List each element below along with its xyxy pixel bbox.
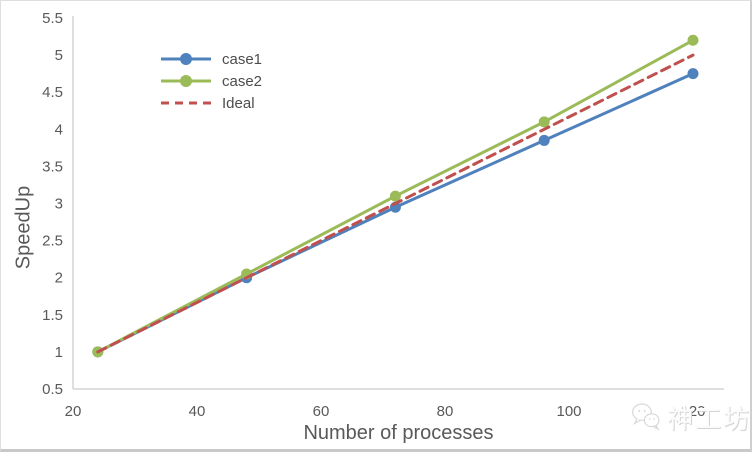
- svg-text:60: 60: [313, 403, 330, 420]
- svg-text:0.5: 0.5: [42, 381, 63, 398]
- x-axis-title: Number of processes: [303, 422, 494, 444]
- svg-text:100: 100: [556, 403, 581, 420]
- legend-item-case2: case2: [161, 70, 262, 92]
- svg-text:1.5: 1.5: [42, 307, 63, 324]
- watermark-text: 神工坊: [666, 403, 751, 434]
- svg-text:40: 40: [189, 403, 206, 420]
- watermark: 神工坊: [629, 393, 751, 441]
- legend: case1 case2 Ideal: [161, 48, 262, 114]
- legend-line-sample-icon: [161, 74, 211, 88]
- svg-text:2: 2: [55, 270, 63, 287]
- svg-text:3: 3: [55, 196, 63, 213]
- legend-label: case2: [222, 72, 263, 90]
- legend-line-sample-icon: [161, 52, 211, 66]
- wechat-icon: [632, 403, 660, 431]
- legend-label: Ideal: [222, 94, 255, 112]
- svg-text:4: 4: [55, 121, 63, 138]
- svg-text:120: 120: [680, 403, 705, 420]
- svg-text:4.5: 4.5: [42, 84, 63, 101]
- svg-text:2.5: 2.5: [42, 233, 63, 250]
- legend-label: case1: [222, 50, 263, 68]
- legend-item-case1: case1: [161, 48, 262, 70]
- svg-text:5: 5: [55, 47, 63, 64]
- svg-text:1: 1: [55, 344, 63, 361]
- legend-line-sample-icon: [161, 96, 211, 110]
- svg-text:5.5: 5.5: [42, 10, 63, 27]
- legend-item-ideal: Ideal: [161, 92, 262, 114]
- svg-text:20: 20: [65, 403, 82, 420]
- svg-text:80: 80: [437, 403, 454, 420]
- svg-text:3.5: 3.5: [42, 158, 63, 175]
